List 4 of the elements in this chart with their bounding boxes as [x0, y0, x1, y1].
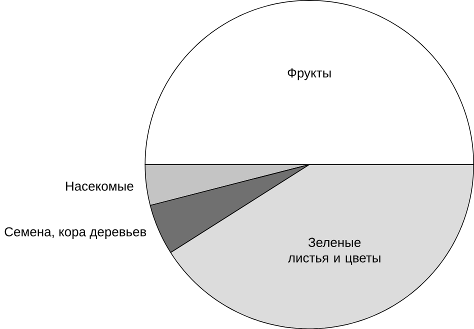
slice-label: Насекомые	[66, 182, 134, 191]
slice-label: Семена, кора деревьев	[4, 227, 146, 239]
slice-label: Фрукты	[288, 68, 331, 80]
slice-label: Зеленые листья и цветы	[288, 238, 380, 265]
